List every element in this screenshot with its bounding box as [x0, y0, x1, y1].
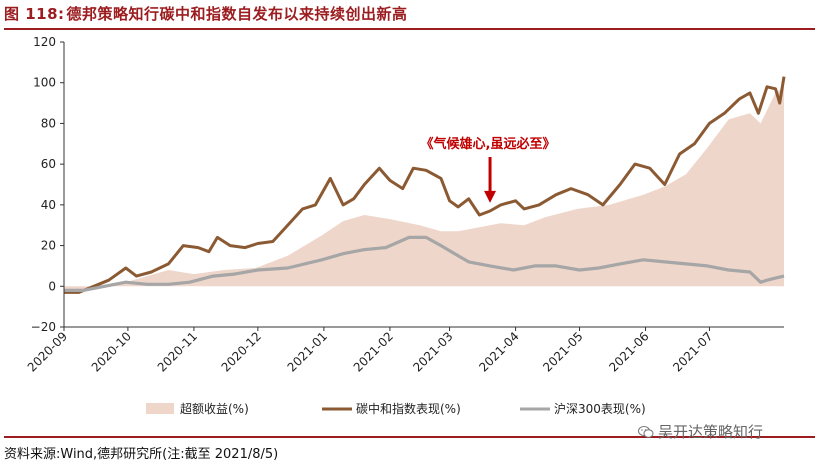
y-tick-label: −20: [31, 320, 56, 334]
legend-label: 超额收益(%): [180, 401, 249, 416]
source-note: 资料来源:Wind,德邦研究所(注:截至 2021/8/5): [4, 447, 279, 462]
figure-title: 图 118: 德邦策略知行碳中和指数自发布以来持续创出新高: [4, 3, 408, 24]
figure-number: 图 118:: [4, 5, 65, 23]
wechat-icon: [638, 425, 654, 438]
y-tick-label: 40: [41, 198, 56, 212]
annotation-text: 《气候雄心,虽远必至》: [421, 136, 556, 152]
title-divider: [4, 28, 815, 30]
figure-title-text: 德邦策略知行碳中和指数自发布以来持续创出新高: [66, 5, 408, 23]
y-tick-label: 20: [41, 239, 56, 253]
annotation: 《气候雄心,虽远必至》: [421, 136, 556, 203]
series-line-carbon-index: [64, 76, 786, 294]
y-tick-label: 60: [41, 157, 56, 171]
y-tick-label: 0: [48, 279, 56, 293]
source-divider: [4, 436, 815, 438]
watermark-text: 吴开达策略知行: [658, 423, 764, 441]
area-layer: [64, 86, 784, 291]
y-tick-label: 80: [41, 116, 56, 130]
legend: 超额收益(%) 碳中和指数表现(%) 沪深300表现(%): [146, 401, 646, 416]
watermark: 吴开达策略知行: [638, 421, 763, 442]
line-layer: [64, 76, 786, 294]
series-line-csi300: [64, 235, 785, 292]
legend-label: 碳中和指数表现(%): [356, 401, 461, 416]
y-tick-label: 100: [33, 76, 56, 90]
legend-swatch-excess-return: [146, 403, 174, 414]
y-tick-label: 120: [33, 35, 56, 49]
annotation-arrow-head: [484, 190, 497, 203]
legend-label: 沪深300表现(%): [554, 402, 646, 416]
series-area-excess-return: [64, 86, 784, 291]
